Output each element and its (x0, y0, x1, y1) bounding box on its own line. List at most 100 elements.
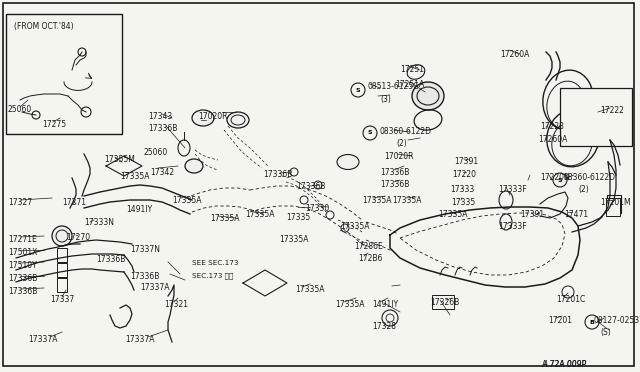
Text: S: S (356, 87, 360, 93)
Text: (2): (2) (396, 139, 407, 148)
Text: S: S (368, 131, 372, 135)
Text: 17330: 17330 (305, 204, 329, 213)
Text: 17335A: 17335A (362, 196, 392, 205)
Text: 17326B: 17326B (430, 298, 460, 307)
Text: 17335A: 17335A (279, 235, 308, 244)
Bar (57, 263, 67, 277)
Ellipse shape (337, 154, 359, 170)
Circle shape (52, 226, 72, 246)
Text: S: S (557, 177, 563, 183)
Text: 17335: 17335 (451, 198, 476, 207)
Text: 17335A: 17335A (392, 196, 422, 205)
Text: 17333N: 17333N (84, 218, 114, 227)
Bar (432, 295, 454, 309)
Ellipse shape (227, 112, 249, 128)
Text: 17220: 17220 (452, 170, 476, 179)
Text: 08360-6122D: 08360-6122D (564, 173, 616, 182)
Text: 17510Y: 17510Y (8, 261, 36, 270)
Text: 17321: 17321 (164, 300, 188, 309)
Text: 172B6: 172B6 (358, 254, 382, 263)
Text: 17286E: 17286E (354, 242, 383, 251)
Text: 17336B: 17336B (263, 170, 292, 179)
Text: 17336B: 17336B (96, 255, 125, 264)
Circle shape (363, 126, 377, 140)
Text: 17337A: 17337A (28, 335, 58, 344)
Text: A 72A 009P: A 72A 009P (542, 360, 586, 369)
Text: 17391: 17391 (520, 210, 544, 219)
Circle shape (553, 173, 567, 187)
Circle shape (382, 310, 398, 326)
Text: B: B (589, 320, 595, 324)
Text: 17337: 17337 (50, 295, 74, 304)
Text: A 72A 009P: A 72A 009P (542, 360, 586, 369)
Text: 17271: 17271 (62, 198, 86, 207)
Text: 17260A: 17260A (538, 135, 568, 144)
Text: 1491IY: 1491IY (372, 300, 398, 309)
Text: 17336B: 17336B (380, 180, 410, 189)
Text: 17337A: 17337A (140, 283, 170, 292)
Text: 17220N: 17220N (540, 173, 570, 182)
Text: 17501X: 17501X (8, 248, 37, 257)
Text: 08127-02537: 08127-02537 (594, 316, 640, 325)
Text: 17335A: 17335A (210, 214, 239, 223)
Text: (S): (S) (600, 328, 611, 337)
Text: 17335: 17335 (286, 213, 310, 222)
Text: 17335A: 17335A (438, 210, 467, 219)
Bar (607, 195, 621, 213)
Text: 17328: 17328 (372, 322, 396, 331)
Text: 17275: 17275 (42, 120, 66, 129)
Text: 17260A: 17260A (500, 50, 529, 59)
Text: 17391: 17391 (454, 157, 478, 166)
Text: 17336B: 17336B (148, 124, 177, 133)
Text: 17270: 17270 (66, 233, 90, 242)
Text: 17201: 17201 (548, 316, 572, 325)
Text: 17333F: 17333F (498, 222, 527, 231)
Circle shape (585, 315, 599, 329)
Text: SEC.173 参照: SEC.173 参照 (192, 272, 234, 279)
Text: 17228: 17228 (540, 122, 564, 131)
Text: 17471: 17471 (564, 210, 588, 219)
Text: 1491IY: 1491IY (126, 205, 152, 214)
Circle shape (81, 107, 91, 117)
Text: (2): (2) (578, 185, 589, 194)
Text: 25060: 25060 (143, 148, 167, 157)
Text: SEE SEC.173: SEE SEC.173 (192, 260, 239, 266)
Bar (6, 14, 122, 134)
Circle shape (351, 83, 365, 97)
Text: 17336B: 17336B (296, 182, 325, 191)
Circle shape (78, 48, 86, 56)
Text: 17335A: 17335A (120, 172, 150, 181)
Text: 17336B: 17336B (130, 272, 159, 281)
Text: 17337N: 17337N (130, 245, 160, 254)
Text: (FROM OCT.'84): (FROM OCT.'84) (14, 22, 74, 31)
Text: 17251A: 17251A (395, 80, 424, 89)
Text: 17333: 17333 (450, 185, 474, 194)
Text: 17335A: 17335A (172, 196, 202, 205)
Text: 17020R: 17020R (384, 152, 413, 161)
Bar (560, 88, 632, 146)
Text: 17335A: 17335A (340, 222, 369, 231)
Text: 17333F: 17333F (498, 185, 527, 194)
Text: 25060: 25060 (8, 105, 32, 114)
Bar (606, 198, 620, 216)
Text: 17342: 17342 (150, 168, 174, 177)
Bar (57, 248, 67, 262)
Ellipse shape (412, 82, 444, 110)
Text: 17327: 17327 (8, 198, 32, 207)
Ellipse shape (185, 159, 203, 173)
Text: 17201M: 17201M (600, 198, 630, 207)
Text: (3): (3) (380, 95, 391, 104)
Text: 08513-6125C: 08513-6125C (368, 82, 419, 91)
Text: 17222: 17222 (600, 106, 624, 115)
Bar (57, 278, 67, 292)
Text: 17343: 17343 (148, 112, 172, 121)
Text: 17020R: 17020R (198, 112, 227, 121)
Text: 17336B: 17336B (380, 168, 410, 177)
Text: 17271E: 17271E (8, 235, 36, 244)
Text: 17251: 17251 (400, 65, 424, 74)
Text: 17335A: 17335A (245, 210, 275, 219)
Text: 17336B: 17336B (8, 274, 37, 283)
Text: 17336B: 17336B (8, 287, 37, 296)
Text: 08360-6122D: 08360-6122D (380, 127, 432, 136)
Ellipse shape (192, 110, 214, 126)
